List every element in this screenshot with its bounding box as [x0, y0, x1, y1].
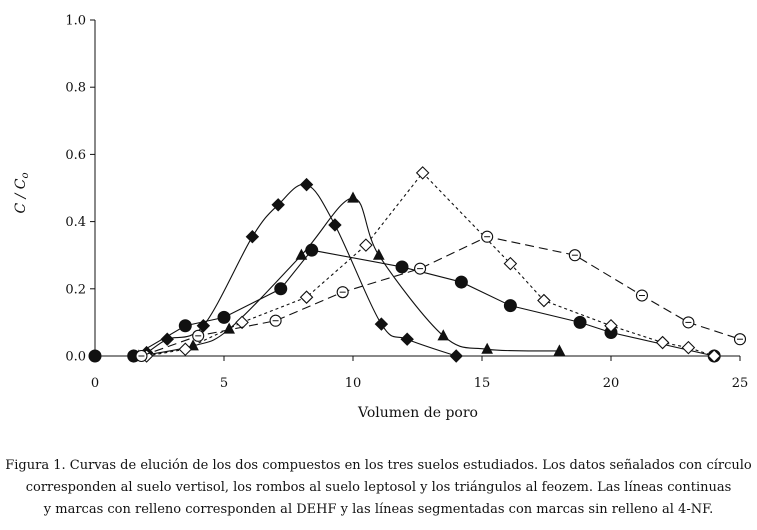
data-point-triangle — [223, 322, 235, 334]
y-tick-label: 1.0 — [65, 14, 86, 29]
caption-line-1: Figura 1. Curvas de elución de los dos c… — [5, 458, 752, 473]
data-point-circle — [573, 315, 587, 329]
data-point-circle — [88, 349, 102, 363]
series-3 — [88, 243, 721, 363]
elution-chart: 0.0 0.2 0.4 0.6 0.8 1.0 0 5 10 15 20 25 C / Co Volu… — [13, 14, 748, 422]
data-point-circle — [503, 299, 517, 313]
x-tick-label: 0 — [91, 376, 99, 391]
series-5 — [135, 230, 747, 363]
y-tick-label: 0.8 — [65, 81, 86, 96]
series-line — [141, 236, 741, 357]
data-point-diamond — [271, 198, 285, 212]
data-point-diamond — [400, 332, 414, 346]
x-tick-label: 10 — [345, 376, 362, 391]
data-point-diamond — [604, 318, 618, 333]
data-point-diamond — [328, 218, 342, 232]
caption-line-3: y marcas con relleno corresponden al DEH… — [43, 502, 714, 517]
data-point-diamond — [415, 166, 430, 180]
y-tick-label: 0.6 — [65, 148, 86, 163]
data-point-circle — [305, 243, 319, 257]
data-point-triangle — [553, 344, 566, 356]
data-point-circle — [274, 282, 288, 296]
data-point-diamond — [299, 177, 314, 192]
data-point-diamond — [537, 293, 551, 308]
data-point-diamond — [359, 238, 373, 252]
data-point-diamond — [178, 342, 193, 357]
data-point-diamond — [655, 335, 670, 350]
x-tick-label: 5 — [220, 376, 228, 391]
data-point-triangle — [481, 342, 493, 354]
data-point-diamond — [707, 349, 721, 363]
caption-line-2: corresponden al suelo vertisol, los romb… — [25, 480, 732, 495]
y-axis-label: C / Co — [13, 172, 31, 213]
x-axis-label: Volumen de poro — [357, 405, 478, 421]
data-point-diamond — [235, 315, 249, 330]
data-point-diamond — [681, 340, 696, 355]
data-point-diamond — [160, 332, 174, 346]
x-tick-label: 20 — [603, 376, 620, 391]
figure-caption: Figura 1. Curvas de elución de los dos c… — [0, 455, 757, 521]
x-tick-label: 15 — [474, 376, 491, 391]
y-tick-label: 0.4 — [65, 215, 86, 230]
data-point-circle — [454, 275, 468, 289]
y-tick-label: 0.0 — [65, 350, 86, 365]
data-point-circle — [178, 319, 192, 333]
data-point-circle — [217, 310, 231, 324]
data-point-diamond — [374, 317, 389, 331]
data-point-triangle — [372, 248, 385, 260]
series-group — [88, 166, 747, 363]
data-point-triangle — [295, 248, 308, 260]
data-point-diamond — [449, 349, 463, 363]
data-point-triangle — [437, 329, 450, 341]
y-tick-label: 0.2 — [65, 282, 86, 297]
data-point-diamond — [503, 256, 518, 271]
axes: 0.0 0.2 0.4 0.6 0.8 1.0 0 5 10 15 20 25 — [65, 14, 748, 392]
data-point-circle — [395, 260, 409, 274]
data-point-diamond — [299, 290, 314, 304]
data-point-diamond — [245, 230, 260, 244]
x-tick-label: 25 — [732, 376, 749, 391]
data-point-triangle — [347, 191, 359, 203]
